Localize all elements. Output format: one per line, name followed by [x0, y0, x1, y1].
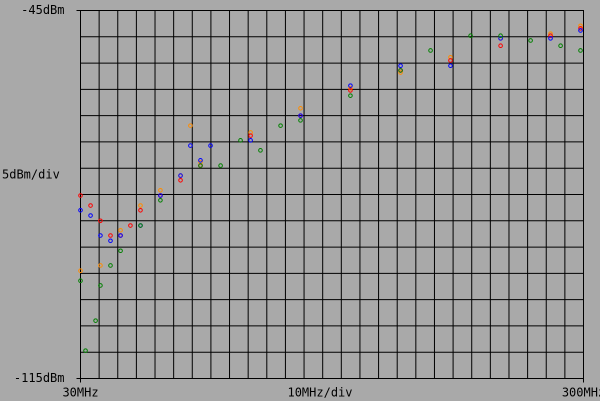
data-point — [258, 148, 263, 153]
data-point — [448, 58, 453, 63]
data-point — [88, 213, 93, 218]
data-point — [98, 263, 103, 268]
data-point — [348, 88, 353, 93]
data-point — [188, 123, 193, 128]
data-point — [398, 70, 403, 75]
data-point — [83, 348, 88, 353]
data-point — [578, 23, 583, 29]
data-point — [98, 218, 103, 224]
data-point — [198, 158, 203, 163]
data-point — [108, 263, 113, 268]
data-point — [218, 163, 223, 168]
data-point — [208, 143, 213, 148]
data-point — [578, 48, 583, 53]
data-point — [138, 203, 143, 208]
data-point — [428, 48, 433, 53]
data-point — [78, 268, 83, 274]
data-point — [468, 33, 473, 39]
x-tick-label: 300MHz — [562, 386, 600, 400]
data-point — [548, 31, 553, 36]
data-point — [448, 63, 453, 68]
data-point — [248, 138, 253, 143]
data-point — [498, 33, 503, 39]
data-point — [78, 193, 83, 198]
data-point — [138, 207, 143, 213]
data-point — [108, 238, 113, 244]
data-point — [348, 83, 353, 88]
data-point — [498, 43, 503, 49]
data-point — [498, 36, 503, 41]
x-axis-label: 10MHz/div — [287, 386, 352, 400]
data-point — [298, 118, 303, 123]
data-point — [238, 138, 243, 143]
data-point — [118, 233, 123, 238]
y-axis-label: 5dBm/div — [2, 168, 60, 182]
data-point — [108, 233, 113, 238]
data-point — [398, 63, 403, 68]
data-point — [348, 86, 353, 91]
y-tick-label: -45dBm — [21, 3, 64, 17]
data-point — [78, 278, 83, 284]
data-point — [88, 203, 93, 208]
x-tick-label: 30MHz — [62, 386, 98, 400]
data-point — [78, 207, 83, 213]
data-point — [248, 133, 253, 138]
data-point — [298, 113, 303, 118]
data-point — [178, 173, 183, 178]
data-point — [138, 223, 143, 228]
data-point — [128, 223, 133, 228]
data-point — [558, 43, 563, 49]
data-point — [98, 233, 103, 238]
data-point — [578, 26, 583, 31]
data-point — [98, 283, 103, 288]
data-point — [278, 123, 283, 128]
data-point — [118, 248, 123, 254]
data-point — [118, 227, 123, 233]
data-point — [158, 187, 163, 193]
data-point — [348, 93, 353, 98]
data-point — [158, 193, 163, 198]
data-point — [298, 105, 303, 111]
y-tick-label: -115dBm — [14, 371, 65, 385]
data-point — [548, 33, 553, 39]
data-point — [578, 28, 583, 33]
data-point — [548, 36, 553, 41]
data-point — [398, 68, 403, 73]
data-point — [528, 38, 533, 43]
data-point — [198, 163, 203, 168]
data-point — [188, 143, 193, 148]
data-point — [158, 197, 163, 203]
data-point — [178, 178, 183, 183]
data-point — [93, 318, 98, 323]
